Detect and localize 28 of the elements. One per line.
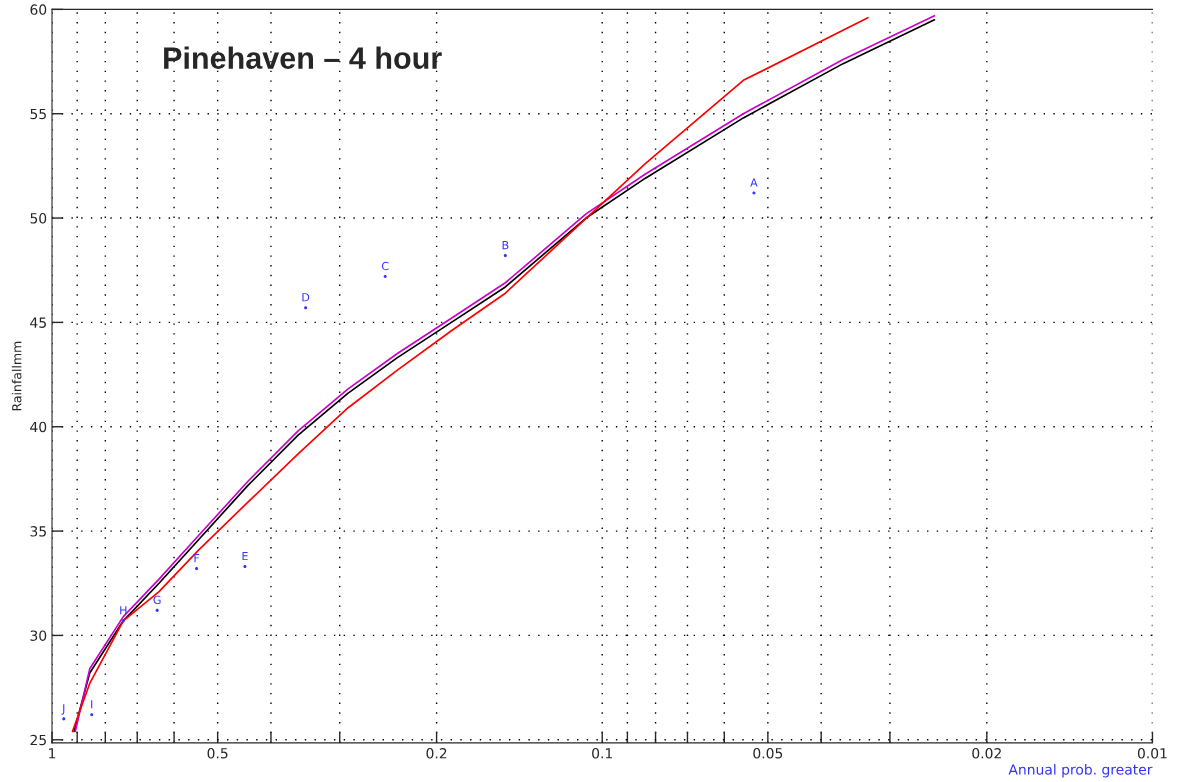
- data-label: A: [750, 178, 758, 187]
- data-label: D: [302, 293, 310, 302]
- y-tick-label: 30: [30, 630, 47, 641]
- x-tick-label: 0.1: [592, 748, 612, 759]
- x-tick-label: 0.05: [753, 748, 783, 759]
- data-label: G: [153, 595, 161, 605]
- y-tick-label: 35: [30, 526, 46, 537]
- x-tick-label: 0.5: [207, 748, 228, 759]
- y-tick-label: 25: [30, 734, 46, 746]
- data-label: B: [502, 241, 509, 250]
- text: Pinehaven – 4 hour: [164, 46, 442, 69]
- x-tick-label: 0.02: [972, 748, 1001, 759]
- y-tick-label: 55: [30, 108, 46, 120]
- y-tick-label: 50: [30, 213, 47, 224]
- x-tick-label: 0.01: [1137, 748, 1167, 759]
- x-axis-title: Annual prob. greater: [1008, 763, 1153, 778]
- y-tick-label: 60: [30, 4, 47, 15]
- data-label: C: [381, 261, 389, 271]
- y-axis-title: Rainfallmm: [11, 341, 22, 411]
- data-label: I: [91, 700, 93, 709]
- data-label: F: [194, 554, 200, 563]
- data-label: H: [120, 606, 127, 615]
- y-tick-label: 40: [30, 421, 47, 433]
- y-tick-label: 45: [30, 317, 46, 328]
- x-tick-label: 1: [49, 748, 56, 759]
- data-label: J: [61, 704, 65, 715]
- x-tick-label: 0.2: [426, 748, 447, 759]
- data-label: E: [242, 551, 248, 561]
